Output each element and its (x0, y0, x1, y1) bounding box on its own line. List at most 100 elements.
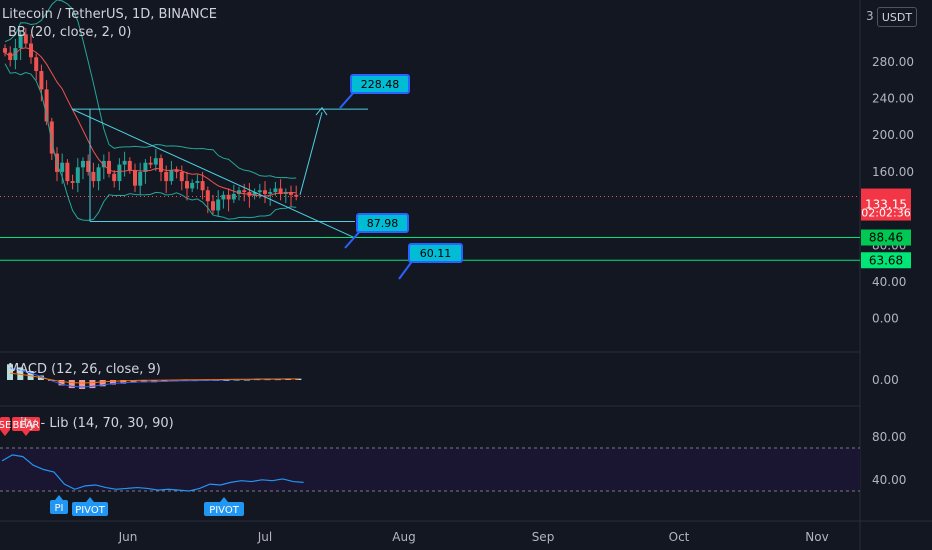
candle-body (148, 162, 153, 165)
candle-body (289, 192, 293, 195)
candle-body (153, 158, 158, 165)
macd-histogram-bar (99, 380, 106, 387)
macd-histogram-bar (110, 380, 116, 385)
macd-histogram-bar (68, 380, 75, 389)
time-axis-label: Sep (532, 530, 555, 544)
pivot-tag-label: PIVOT (209, 505, 240, 516)
pivot-tag-pointer (86, 497, 94, 502)
current-price-tag (861, 188, 911, 221)
callout-box (356, 213, 409, 233)
level-tag-low-value: 63.68 (869, 253, 903, 267)
candle-body (70, 181, 75, 183)
callout-box (408, 243, 463, 263)
bear-tag-label: BEAR (13, 420, 40, 431)
macd-indicator-label[interactable]: MACD (12, 26, close, 9) (8, 362, 161, 377)
candle-body (257, 190, 262, 193)
bb-upper-band (4, 0, 297, 179)
pattern-descending-trendline (71, 108, 356, 239)
level-tag-high-value: 88.46 (869, 231, 903, 245)
candle-body (112, 173, 117, 182)
candle-body (96, 167, 101, 182)
target-arrow-head (315, 106, 328, 116)
candle-body (60, 162, 65, 172)
candle-body (273, 188, 278, 193)
target-projection-line (299, 112, 323, 195)
candle-body (242, 190, 247, 193)
macd-histogram-bar (79, 380, 86, 389)
candle-body (75, 167, 80, 183)
bear-tag-left-pointer (1, 431, 9, 436)
candle-body (49, 121, 54, 154)
candle-body (221, 194, 226, 200)
price-tick-label: 0.00 (872, 312, 899, 326)
bb-basis-line (4, 47, 297, 197)
bb-indicator-label[interactable]: BB (20, close, 2, 0) (8, 25, 132, 40)
candle-body (205, 190, 210, 202)
macd-histogram-bar (151, 380, 158, 383)
candle-body (164, 171, 169, 182)
price-tick-label: 200.00 (872, 128, 914, 142)
pivot-tag-label: PIVOT (75, 505, 106, 516)
rsi-tick-label: 40.00 (872, 473, 906, 487)
candle-body (34, 57, 39, 72)
callout-pointer (398, 259, 414, 280)
bb-lower-band (4, 63, 297, 221)
rsi-indicator-label[interactable]: ity - Lib (14, 70, 30, 90) (20, 416, 174, 431)
pivot-tag-pointer (220, 497, 228, 502)
callout-pointer (344, 229, 362, 249)
candle-body (138, 171, 143, 186)
callout-value: 87.98 (367, 217, 399, 230)
currency-button[interactable]: USDT (877, 7, 917, 27)
candle-body (65, 162, 70, 182)
candle-body (23, 34, 28, 44)
candle-body (107, 160, 111, 174)
pivot-tag-left-label: PI (55, 503, 64, 514)
candle-body (127, 160, 132, 171)
callout-value: 60.11 (420, 247, 452, 260)
bear-tag-left-label: SE (0, 420, 11, 431)
pivot-tag (72, 502, 108, 516)
callout-box (350, 74, 410, 94)
candle-body (226, 194, 231, 200)
price-tick-label: 240.00 (872, 92, 914, 106)
time-axis-label: Jul (257, 530, 272, 544)
pivot-tag-left (50, 500, 68, 514)
macd-histogram-bar (89, 380, 96, 389)
rsi-band-fill (0, 448, 860, 491)
candle-body (190, 182, 195, 189)
candle-body (278, 188, 283, 194)
candle-body (29, 43, 33, 58)
candle-body (39, 71, 44, 90)
macd-tick-label: 0.00 (872, 373, 899, 387)
time-axis-label: Oct (669, 530, 690, 544)
candle-body (159, 158, 163, 172)
callout-value: 228.48 (361, 78, 400, 91)
candle-body (179, 171, 184, 182)
price-tick-label: 160.00 (872, 165, 914, 179)
price-tick-label: 3 (866, 9, 874, 23)
macd-histogram-bar (140, 380, 147, 383)
candle-body (174, 170, 179, 172)
bear-tag-left (0, 417, 10, 431)
candle-body (195, 181, 200, 183)
candle-body (91, 171, 96, 182)
price-tick-label: 280.00 (872, 55, 914, 69)
candle-body (117, 164, 122, 182)
candle-body (263, 190, 267, 194)
candle-body (231, 193, 236, 200)
candle-body (133, 170, 137, 186)
countdown-label: 02:02:36 (861, 207, 910, 220)
macd-histogram-bar (130, 380, 137, 383)
time-axis-label: Aug (392, 530, 415, 544)
candle-body (294, 194, 299, 197)
symbol-title: Litecoin / TetherUS, 1D, BINANCE (2, 7, 217, 22)
candle-body (101, 160, 106, 168)
bear-tag (12, 417, 40, 431)
current-price-tag-value: 133.15 (865, 198, 907, 212)
candle-body (169, 170, 174, 182)
time-axis-label: Jun (118, 530, 138, 544)
candle-body (18, 34, 23, 49)
candle-body (44, 89, 49, 122)
candle-body (3, 48, 7, 53)
